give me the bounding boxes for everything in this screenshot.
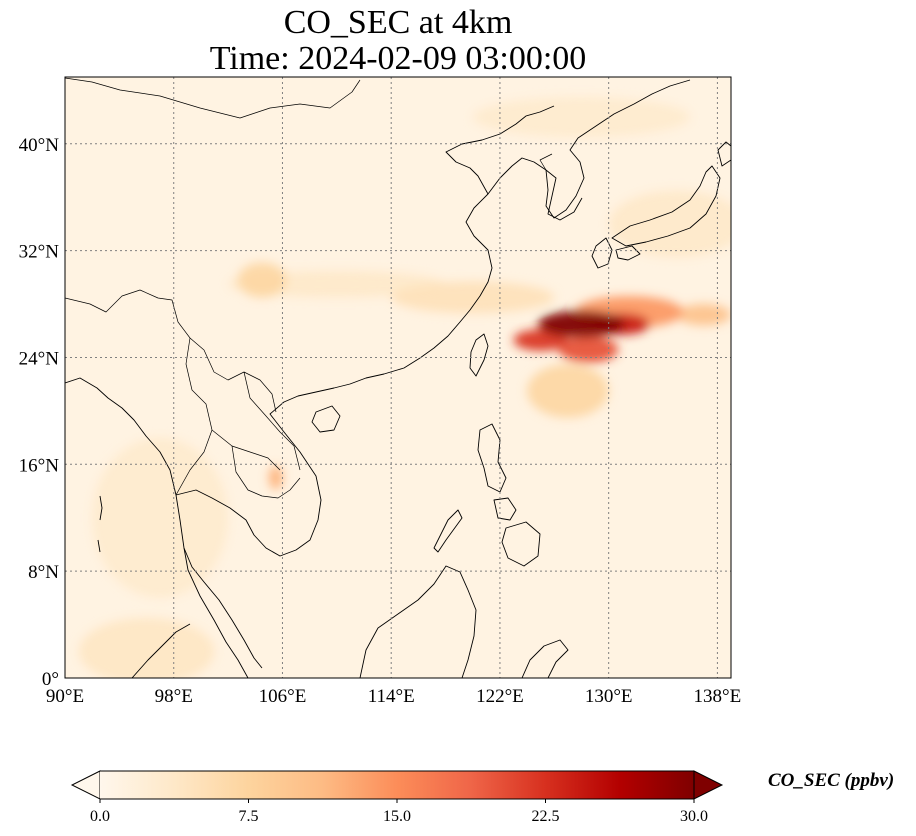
- latitude-tick-label: 16°N: [19, 455, 60, 476]
- coastline-gulf-thailand: [175, 79, 691, 557]
- co-sec-plume: [237, 262, 287, 298]
- longitude-tick-label: 114°E: [368, 686, 415, 707]
- colorbar-extend-max: [693, 770, 724, 800]
- map-area[interactable]: [65, 77, 745, 685]
- latitude-tick-label: 32°N: [19, 242, 60, 263]
- colorbar-tick-label: 15.0: [383, 808, 411, 825]
- plot-subtitle-time: Time: 2024-02-09 03:00:00: [209, 40, 587, 77]
- coastline-hainan: [311, 405, 341, 433]
- co-sec-plume: [608, 190, 731, 258]
- co-sec-plume: [558, 336, 619, 363]
- coastline-sumatra: [131, 623, 191, 678]
- latitude-tick-label: 24°N: [19, 348, 60, 369]
- colorbar-tick-label: 22.5: [532, 808, 560, 825]
- co-sec-plume: [513, 329, 568, 351]
- co-sec-plume: [78, 617, 215, 678]
- co-sec-plume: [92, 437, 229, 598]
- latitude-tick-label: 40°N: [19, 135, 60, 156]
- colorbar-tick-label: 0.0: [90, 808, 110, 825]
- latitude-tick-label: 8°N: [28, 562, 59, 583]
- coastline-japan-north: [717, 141, 731, 167]
- colorbar-ticks: 0.0 7.5 15.0 22.5 30.0: [90, 799, 708, 825]
- longitude-tick-label: 106°E: [259, 686, 307, 707]
- colorbar: 0.0 7.5 15.0 22.5 30.0: [70, 770, 724, 825]
- co-sec-plume: [527, 364, 609, 418]
- coastline-mindanao: [501, 521, 541, 567]
- coastlines: [65, 77, 731, 678]
- coastline-sulawesi: [521, 639, 569, 678]
- coastline-luzon: [477, 423, 507, 493]
- coastline-borneo: [359, 565, 477, 678]
- coastline-malay-peninsula: [183, 547, 249, 678]
- longitude-tick-label: 122°E: [476, 686, 524, 707]
- coastline-palawan: [433, 509, 463, 553]
- coastline-japan-kyushu: [591, 237, 613, 269]
- map-frame: [64, 76, 732, 679]
- co-sec-plume: [391, 281, 555, 314]
- coastline-visayas: [493, 497, 517, 521]
- coastline-japan-honshu: [611, 165, 721, 247]
- colorbar-tick-label: 30.0: [680, 808, 708, 825]
- co-sec-field: [78, 97, 731, 678]
- longitude-tick-labels: 90°E 98°E 106°E 114°E 122°E 130°E 138°E: [46, 686, 741, 707]
- colorbar-tick-label: 7.5: [239, 808, 259, 825]
- coastline-bohai: [445, 105, 555, 195]
- co-sec-plume: [676, 304, 731, 326]
- colorbar-extend-min: [70, 770, 101, 800]
- longitude-tick-label: 90°E: [46, 686, 84, 707]
- country-borders: [65, 77, 553, 499]
- longitude-tick-label: 98°E: [155, 686, 193, 707]
- coastline-japan-shikoku: [615, 245, 641, 261]
- longitude-tick-label: 138°E: [694, 686, 742, 707]
- coastline-andaman: [97, 495, 103, 553]
- co-sec-plume: [472, 97, 691, 138]
- coastline-korea: [545, 169, 583, 221]
- colorbar-label: CO_SEC (ppbv): [768, 770, 895, 791]
- latitude-tick-labels: 0° 8°N 16°N 24°N 32°N 40°N: [19, 135, 60, 690]
- co-sec-plume: [268, 465, 283, 490]
- co-sec-plume: [538, 310, 625, 338]
- latitude-tick-label: 0°: [42, 669, 59, 690]
- plot-title: CO_SEC at 4km: [283, 4, 513, 41]
- colorbar-gradient: [100, 771, 694, 799]
- longitude-tick-label: 130°E: [585, 686, 633, 707]
- coastline-taiwan: [469, 333, 489, 377]
- graticule: [65, 77, 731, 678]
